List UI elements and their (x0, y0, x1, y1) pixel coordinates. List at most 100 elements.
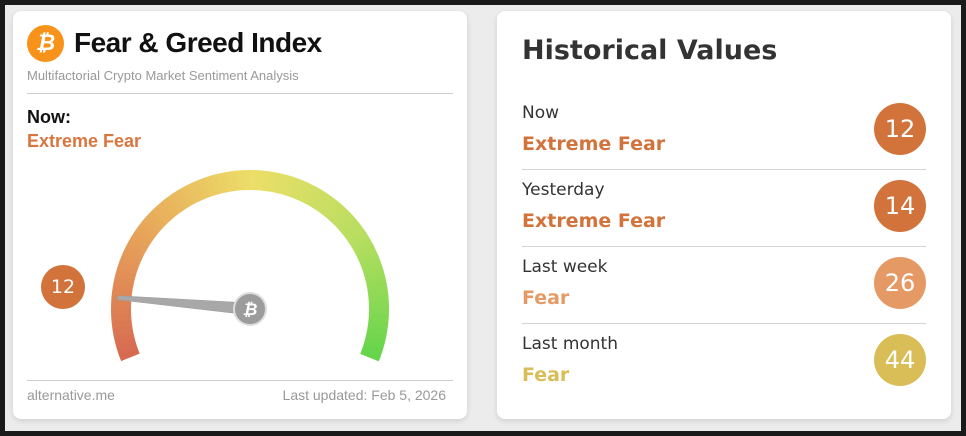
gauge-segment (113, 331, 135, 342)
divider (522, 169, 926, 170)
gauge-segment (325, 201, 344, 221)
value-badge: 14 (874, 180, 926, 232)
gauge-segment (289, 178, 304, 200)
value-badge: 44 (874, 334, 926, 386)
gauge-segment (190, 180, 205, 202)
classification: Extreme Fear (522, 210, 666, 232)
bitcoin-icon: ₿ (27, 25, 64, 62)
gauge-segment (357, 248, 379, 264)
gauge-segment (114, 336, 136, 349)
gauge-segment (315, 193, 333, 214)
gauge-segment (229, 170, 239, 192)
gauge-segment (367, 287, 389, 297)
period-label: Now (522, 103, 560, 123)
gauge-segment (364, 336, 386, 349)
gauge-segment (203, 175, 216, 197)
history-row: Last week Fear 26 (522, 257, 926, 334)
gauge-segment (121, 248, 143, 263)
gauge-segment (173, 189, 190, 210)
gauge-arc (111, 170, 389, 362)
now-classification: Extreme Fear (27, 131, 142, 151)
classification: Fear (522, 364, 570, 386)
gauge-segment (167, 193, 185, 214)
period-label: Last month (522, 334, 618, 354)
card-title: Fear & Greed Index (74, 27, 322, 58)
classification: Fear (522, 287, 570, 309)
gauge-segment (250, 170, 258, 191)
gauge-segment (111, 287, 133, 297)
gauge-segment (223, 171, 233, 193)
gauge-segment (368, 294, 389, 303)
gauge-segment (131, 230, 152, 248)
gauge-segment (111, 319, 133, 329)
historical-title: Historical Values (522, 35, 778, 66)
gauge-segment (368, 301, 389, 309)
value-badge: 12 (874, 103, 926, 155)
classification: Extreme Fear (522, 133, 666, 155)
gauge-segment (127, 236, 149, 253)
gauge-segment (366, 325, 388, 336)
gauge-segment (310, 189, 328, 211)
gauge-segment (348, 231, 370, 248)
gauge-segment (111, 307, 132, 315)
gauge-segment (337, 215, 358, 234)
gauge-segment (361, 261, 383, 275)
gauge-segment (351, 236, 373, 253)
gauge-segment (152, 205, 171, 225)
gauge-segment (368, 308, 389, 316)
gauge-segment (300, 183, 316, 205)
gauge-segment (273, 172, 284, 194)
source-link[interactable]: alternative.me (27, 387, 115, 403)
card-subtitle: Multifactorial Crypto Market Sentiment A… (27, 68, 299, 83)
bitcoin-icon: ₿ (243, 300, 258, 320)
gauge-segment (295, 180, 310, 202)
gauge-segment (117, 261, 139, 274)
value-badge: 26 (874, 257, 926, 309)
gauge-segment (112, 325, 134, 336)
gauge-segment (329, 205, 349, 225)
gauge-segment (341, 220, 362, 238)
gauge-segment (255, 170, 264, 191)
gauge-segment (333, 210, 353, 229)
gauge-segment (156, 201, 176, 221)
history-row: Yesterday Extreme Fear 14 (522, 180, 926, 257)
gauge-segment (111, 313, 132, 322)
gauge-segment (362, 342, 384, 356)
gauge-segment (216, 172, 228, 194)
gauge-needle (117, 295, 251, 316)
gauge-segment (184, 183, 200, 204)
gauge-segment (360, 348, 382, 362)
sentiment-gauge: ₿ (111, 170, 389, 362)
gauge-segment (305, 186, 322, 207)
gauge-segment (284, 175, 297, 197)
gauge-segment (119, 254, 141, 269)
gauge-segment (138, 220, 159, 238)
gauge-segment (365, 331, 387, 343)
gauge-segment (354, 242, 376, 258)
gauge-segment (243, 170, 251, 191)
gauge-segment (111, 300, 132, 309)
history-row: Now Extreme Fear 12 (522, 103, 926, 180)
gauge-segment (267, 171, 278, 193)
gauge-segment (142, 215, 163, 234)
historical-values-card: Historical Values Now Extreme Fear 12 Ye… (497, 11, 951, 419)
gauge-segment (115, 267, 137, 280)
gauge-segment (236, 170, 245, 191)
gauge-segment (320, 197, 339, 217)
period-label: Yesterday (522, 180, 605, 200)
gauge-segment (178, 186, 195, 207)
gauge-segment (278, 174, 291, 196)
gauge-segment (116, 342, 138, 355)
now-label: Now: (27, 107, 71, 127)
gauge-segment (363, 267, 385, 280)
needle-hub (233, 292, 267, 326)
gauge-segment (162, 196, 180, 217)
last-updated: Last updated: Feb 5, 2026 (282, 387, 446, 403)
period-label: Last week (522, 257, 608, 277)
divider (27, 380, 453, 381)
fear-greed-index-card: ₿ Fear & Greed Index Multifactorial Cryp… (13, 11, 467, 419)
gauge-segment (345, 225, 366, 243)
gauge-segment (197, 177, 211, 199)
gauge-segment (147, 210, 167, 229)
gauge-value-badge: 12 (41, 265, 85, 309)
